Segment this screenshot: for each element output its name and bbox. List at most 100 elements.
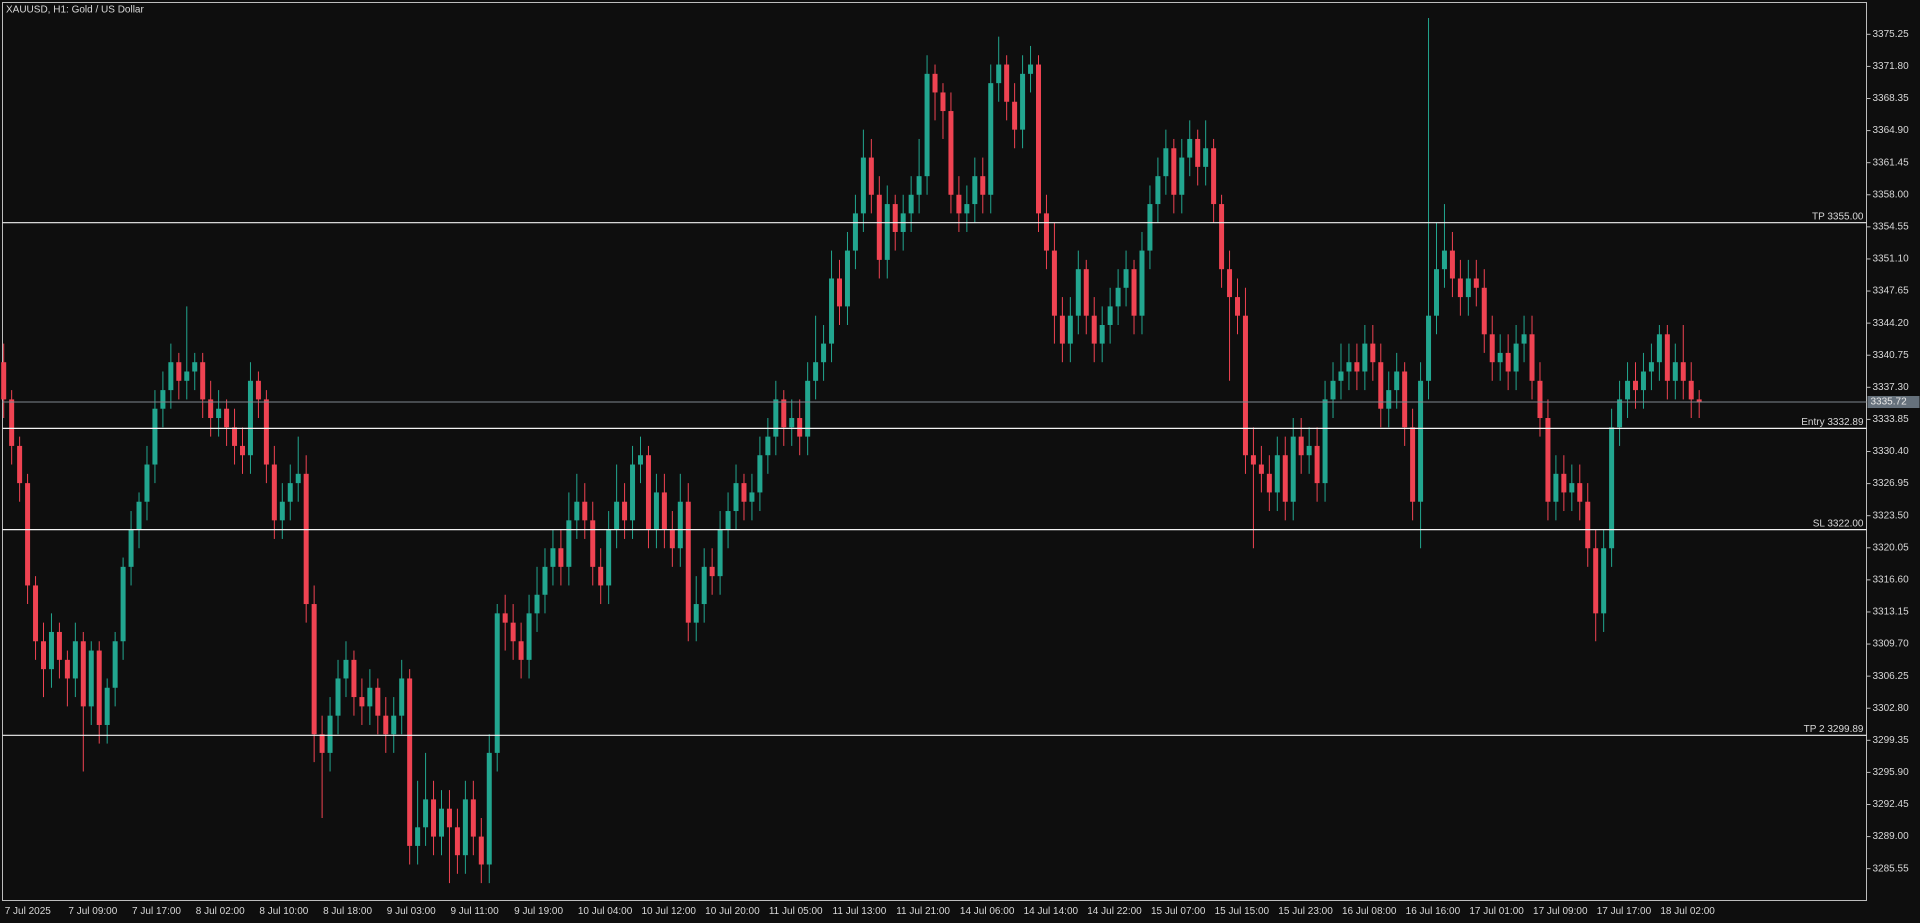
candle-body: [1593, 548, 1599, 614]
candle-body: [821, 343, 827, 363]
candle-body: [48, 631, 54, 670]
y-tick-label: 3333.85: [1873, 414, 1910, 425]
candle-body: [1203, 148, 1209, 167]
candle-body: [1163, 148, 1169, 177]
candle-body: [1633, 380, 1638, 391]
y-tick-label: 3351.10: [1873, 254, 1910, 265]
x-tick-label: 17 Jul 01:00: [1469, 906, 1524, 917]
candle-body: [1012, 101, 1018, 130]
candle-body: [574, 501, 580, 521]
candle-body: [415, 827, 421, 846]
candle-body: [940, 92, 946, 112]
candle-body: [781, 399, 787, 428]
candle-body: [200, 362, 206, 400]
candle-body: [638, 455, 643, 465]
candle-body: [645, 455, 651, 530]
candle-body: [311, 604, 317, 735]
candle-body: [685, 501, 691, 623]
candle-body: [287, 483, 293, 502]
candle-body: [64, 659, 70, 679]
candle-body: [1402, 371, 1408, 428]
candle-body: [17, 445, 23, 484]
x-tick-label: 10 Jul 04:00: [578, 906, 633, 917]
candle-body: [1386, 390, 1392, 409]
candle-body: [630, 464, 636, 521]
candle-body: [733, 483, 739, 512]
y-tick-label: 3358.00: [1873, 189, 1910, 200]
candle-body: [72, 641, 78, 679]
x-tick-label: 9 Jul 19:00: [514, 906, 563, 917]
candle-body: [1378, 362, 1384, 409]
candle-body: [1091, 315, 1097, 344]
candle-body: [486, 752, 492, 865]
candle-body: [1656, 334, 1662, 363]
y-tick-label: 3306.25: [1873, 671, 1910, 682]
candle-body: [224, 408, 230, 428]
candle-body: [829, 278, 835, 344]
candle-body: [144, 464, 150, 502]
x-tick-label: 14 Jul 22:00: [1087, 906, 1142, 917]
candle-body: [526, 613, 532, 660]
candle-body: [1688, 380, 1694, 400]
candle-body: [1099, 324, 1105, 344]
candle-body: [852, 213, 858, 251]
candle-body: [773, 399, 779, 437]
candle-body: [1569, 483, 1575, 493]
candle-body: [542, 566, 548, 595]
y-tick-label: 3344.20: [1873, 318, 1910, 329]
y-tick-label: 3340.75: [1873, 350, 1910, 361]
x-tick-label: 7 Jul 09:00: [68, 906, 117, 917]
candle-body: [1561, 473, 1567, 493]
candle-body: [709, 566, 715, 577]
candle-body: [279, 501, 285, 521]
candle-body: [996, 64, 1002, 84]
candle-body: [789, 418, 795, 428]
candle-body: [1577, 483, 1583, 502]
candle-body: [988, 83, 994, 195]
level-label: Entry 3332.89: [1801, 417, 1864, 428]
candle-body: [232, 427, 238, 446]
level-label: TP 3355.00: [1812, 211, 1864, 222]
candle-body: [295, 473, 301, 484]
candle-body: [1043, 213, 1049, 251]
candle-body: [1489, 334, 1495, 363]
x-tick-label: 11 Jul 13:00: [833, 906, 887, 917]
candle-body: [136, 501, 142, 530]
candle-body: [876, 194, 882, 260]
current-price-label: 3335.72: [1871, 397, 1908, 408]
candle-body: [1195, 138, 1201, 167]
candle-body: [112, 641, 118, 688]
candle-body: [1036, 64, 1041, 214]
candle-body: [1290, 436, 1296, 502]
y-tick-label: 3354.55: [1873, 222, 1910, 233]
candle-body: [1537, 380, 1543, 419]
candle-body: [367, 687, 373, 707]
candle-body: [1298, 436, 1304, 456]
candle-body: [892, 204, 898, 232]
candle-body: [240, 445, 245, 456]
candle-body: [1227, 269, 1233, 298]
candle-body: [208, 399, 214, 419]
candle-body: [1242, 315, 1248, 456]
candle-body: [88, 650, 94, 707]
candle-body: [104, 687, 110, 725]
candle-body: [335, 678, 341, 716]
candle-body: [343, 659, 349, 679]
candle-body: [160, 390, 166, 409]
candle-body: [653, 492, 659, 530]
candle-body: [1219, 204, 1225, 270]
candle-body: [924, 73, 930, 177]
candle-body: [502, 613, 508, 623]
candle-body: [550, 548, 556, 567]
candle-body: [956, 194, 962, 214]
candle-body: [1640, 371, 1646, 391]
candle-body: [757, 455, 763, 493]
candle-body: [1410, 427, 1416, 502]
x-tick-label: 15 Jul 07:00: [1151, 906, 1206, 917]
candle-body: [677, 501, 683, 549]
candle-body: [1250, 455, 1256, 465]
candle-body: [80, 641, 86, 707]
candle-body: [844, 250, 850, 307]
candle-body: [1211, 148, 1217, 205]
